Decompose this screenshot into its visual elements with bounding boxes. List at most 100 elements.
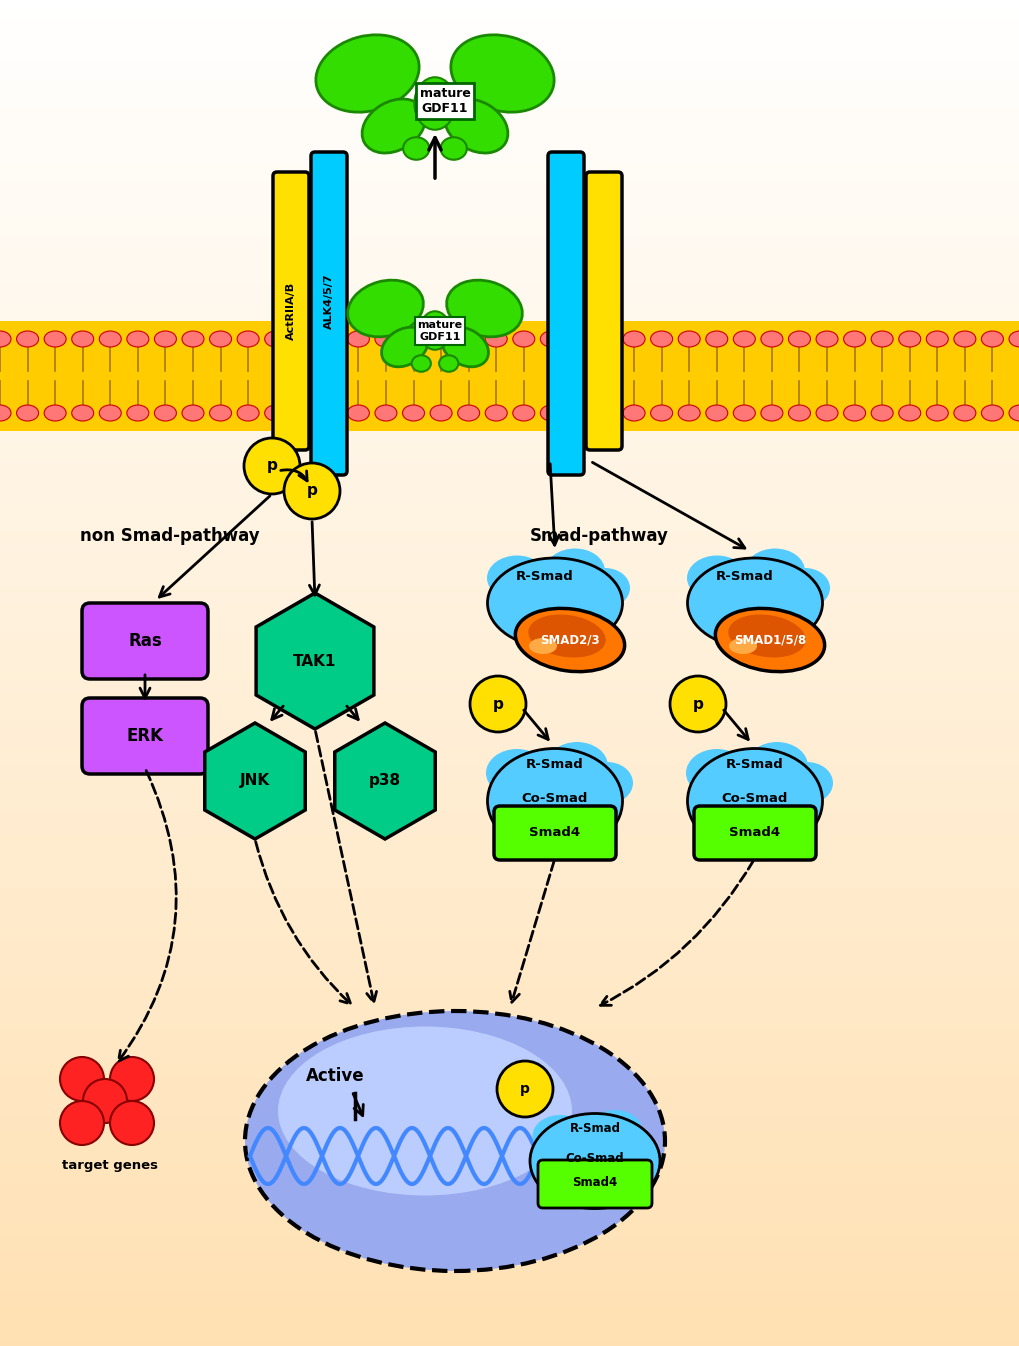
Ellipse shape (209, 405, 231, 421)
Bar (0, 471, 1019, 478)
Circle shape (669, 676, 726, 732)
Ellipse shape (870, 331, 893, 347)
Bar (0, 310, 1019, 316)
Text: non Smad-pathway: non Smad-pathway (79, 528, 260, 545)
Ellipse shape (99, 405, 121, 421)
Ellipse shape (0, 331, 11, 347)
Ellipse shape (458, 405, 479, 421)
Bar (0, 774, 1019, 781)
Bar (0, 962, 1019, 969)
Ellipse shape (209, 331, 231, 347)
Bar (0, 7, 1019, 13)
Bar (0, 956, 1019, 962)
Circle shape (283, 463, 339, 520)
Bar (0, 983, 1019, 989)
Text: ALK4/5/7: ALK4/5/7 (324, 273, 333, 328)
Ellipse shape (650, 405, 672, 421)
Text: Co-Smad: Co-Smad (566, 1152, 624, 1166)
Ellipse shape (595, 405, 616, 421)
Text: R-Smad: R-Smad (526, 758, 583, 770)
Bar (0, 451, 1019, 458)
Ellipse shape (403, 137, 429, 160)
Bar (0, 182, 1019, 188)
Bar (0, 808, 1019, 814)
Bar (0, 363, 1019, 370)
Bar (0, 417, 1019, 424)
Bar (0, 942, 1019, 949)
Bar (0, 565, 1019, 572)
Bar (0, 276, 1019, 283)
Ellipse shape (16, 331, 39, 347)
FancyBboxPatch shape (82, 699, 208, 774)
Bar (0, 343, 1019, 350)
Bar (0, 1285, 1019, 1292)
Bar (0, 814, 1019, 821)
Bar (0, 458, 1019, 464)
Bar (0, 168, 1019, 175)
Ellipse shape (450, 35, 553, 112)
Bar (0, 1333, 1019, 1339)
Ellipse shape (687, 559, 821, 647)
Bar (0, 902, 1019, 909)
Ellipse shape (760, 405, 783, 421)
Bar (0, 215, 1019, 222)
Text: Smad-pathway: Smad-pathway (530, 528, 668, 545)
Circle shape (470, 676, 526, 732)
Circle shape (110, 1101, 154, 1145)
FancyBboxPatch shape (311, 152, 346, 475)
Ellipse shape (320, 331, 341, 347)
Bar (0, 794, 1019, 801)
Bar (0, 222, 1019, 229)
Ellipse shape (780, 568, 829, 608)
Text: mature
GDF11: mature GDF11 (417, 320, 462, 342)
Bar (0, 81, 1019, 87)
Bar (0, 855, 1019, 861)
Bar (0, 1131, 1019, 1137)
Ellipse shape (278, 1027, 572, 1195)
Bar (0, 612, 1019, 619)
Bar (0, 431, 1019, 437)
Ellipse shape (532, 1114, 587, 1158)
Text: SMAD1/5/8: SMAD1/5/8 (733, 634, 805, 646)
Bar (0, 882, 1019, 888)
Ellipse shape (362, 100, 425, 153)
Bar (0, 323, 1019, 330)
Text: p: p (307, 483, 317, 498)
Bar (0, 101, 1019, 108)
Bar (0, 47, 1019, 54)
Ellipse shape (788, 405, 810, 421)
Bar (0, 511, 1019, 518)
Ellipse shape (568, 331, 589, 347)
Bar (0, 989, 1019, 996)
Bar (0, 727, 1019, 734)
Bar (0, 404, 1019, 411)
Bar (0, 437, 1019, 444)
Ellipse shape (898, 405, 920, 421)
Ellipse shape (414, 77, 455, 129)
Bar (0, 1151, 1019, 1158)
Ellipse shape (99, 331, 121, 347)
Bar (0, 61, 1019, 67)
Bar (0, 895, 1019, 902)
Bar (0, 1218, 1019, 1225)
Bar (0, 1057, 1019, 1063)
Bar (0, 572, 1019, 579)
Bar (0, 1043, 1019, 1050)
Ellipse shape (530, 1113, 659, 1209)
Bar (0, 357, 1019, 363)
FancyBboxPatch shape (547, 152, 584, 475)
Bar (0, 1063, 1019, 1070)
Bar (0, 27, 1019, 34)
Bar (0, 673, 1019, 680)
FancyBboxPatch shape (273, 172, 309, 450)
Ellipse shape (540, 331, 561, 347)
Bar (0, 760, 1019, 767)
FancyBboxPatch shape (693, 806, 815, 860)
Bar (0, 1319, 1019, 1326)
Ellipse shape (581, 762, 633, 804)
Bar (0, 1144, 1019, 1151)
Ellipse shape (292, 331, 314, 347)
Ellipse shape (375, 331, 396, 347)
Ellipse shape (412, 355, 430, 371)
Bar (0, 229, 1019, 236)
